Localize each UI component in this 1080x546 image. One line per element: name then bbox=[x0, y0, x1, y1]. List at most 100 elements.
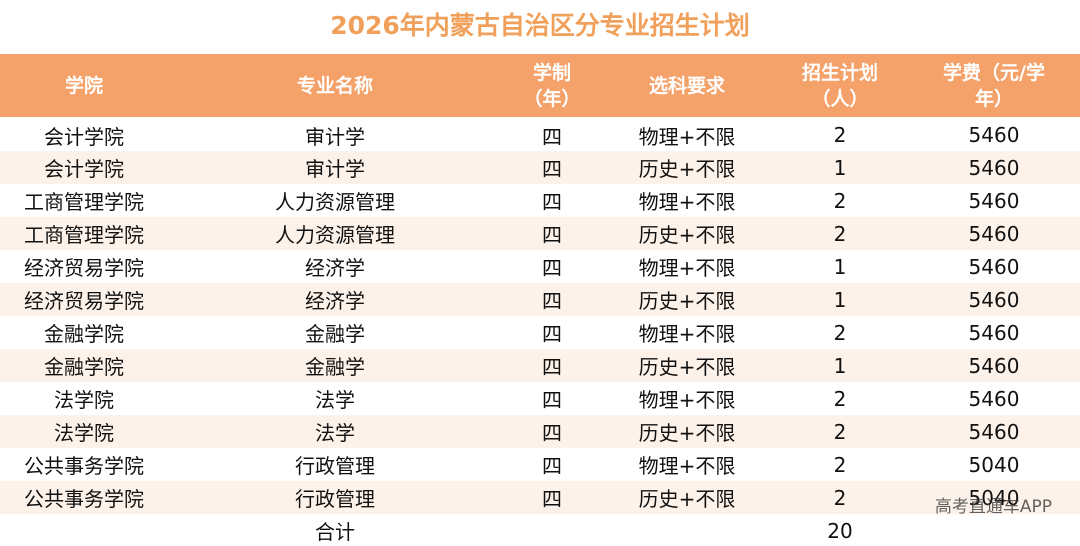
cell-subject-requirement: 物理+不限 bbox=[602, 448, 772, 481]
cell-tuition: 5460 bbox=[908, 217, 1080, 250]
cell-tuition: 5460 bbox=[908, 151, 1080, 184]
cell-major: 经济学 bbox=[168, 250, 502, 283]
cell-subject-requirement: 历史+不限 bbox=[602, 283, 772, 316]
cell-tuition: 5460 bbox=[908, 250, 1080, 283]
cell-major: 人力资源管理 bbox=[168, 184, 502, 217]
cell-enrollment: 2 bbox=[772, 382, 908, 415]
cell-college: 金融学院 bbox=[0, 316, 168, 349]
cell-college: 公共事务学院 bbox=[0, 481, 168, 514]
table-row: 工商管理学院 人力资源管理四物理+不限 2 5460 bbox=[0, 184, 1080, 217]
cell-subject-requirement: 物理+不限 bbox=[602, 250, 772, 283]
total-label: 合计 bbox=[168, 514, 502, 546]
cell-college: 会计学院 bbox=[0, 118, 168, 151]
table-row: 公共事务学院 行政管理四历史+不限 2 5040 bbox=[0, 481, 1080, 514]
table-row: 法学院 法学四物理+不限 2 5460 bbox=[0, 382, 1080, 415]
cell-subject-requirement: 历史+不限 bbox=[602, 151, 772, 184]
table-row: 会计学院 审计学四物理+不限 2 5460 bbox=[0, 118, 1080, 151]
cell-subject-requirement: 物理+不限 bbox=[602, 118, 772, 151]
cell-enrollment: 2 bbox=[772, 118, 908, 151]
total-empty-cell bbox=[0, 514, 168, 546]
header-subject-requirement: 选科要求 bbox=[602, 54, 772, 119]
cell-years: 四 bbox=[502, 217, 602, 250]
cell-enrollment: 2 bbox=[772, 415, 908, 448]
cell-subject-requirement: 物理+不限 bbox=[602, 316, 772, 349]
cell-college: 工商管理学院 bbox=[0, 184, 168, 217]
cell-years: 四 bbox=[502, 448, 602, 481]
cell-college: 经济贸易学院 bbox=[0, 250, 168, 283]
cell-major: 金融学 bbox=[168, 316, 502, 349]
cell-enrollment: 2 bbox=[772, 184, 908, 217]
cell-enrollment: 2 bbox=[772, 481, 908, 514]
header-college: 学院 bbox=[0, 54, 168, 119]
cell-enrollment: 1 bbox=[772, 349, 908, 382]
cell-major: 审计学 bbox=[168, 151, 502, 184]
cell-tuition: 5040 bbox=[908, 481, 1080, 514]
table-row: 工商管理学院 人力资源管理四历史+不限 2 5460 bbox=[0, 217, 1080, 250]
cell-college: 公共事务学院 bbox=[0, 448, 168, 481]
cell-major: 人力资源管理 bbox=[168, 217, 502, 250]
table-row: 法学院 法学四历史+不限 2 5460 bbox=[0, 415, 1080, 448]
cell-college: 经济贸易学院 bbox=[0, 283, 168, 316]
table-row: 会计学院 审计学四历史+不限 1 5460 bbox=[0, 151, 1080, 184]
cell-subject-requirement: 物理+不限 bbox=[602, 382, 772, 415]
cell-major: 法学 bbox=[168, 382, 502, 415]
total-row: 合计 20 bbox=[0, 514, 1080, 546]
total-value: 20 bbox=[772, 514, 908, 546]
cell-college: 法学院 bbox=[0, 382, 168, 415]
cell-enrollment: 2 bbox=[772, 316, 908, 349]
cell-years: 四 bbox=[502, 250, 602, 283]
cell-tuition: 5460 bbox=[908, 349, 1080, 382]
cell-enrollment: 2 bbox=[772, 448, 908, 481]
cell-major: 法学 bbox=[168, 415, 502, 448]
cell-subject-requirement: 历史+不限 bbox=[602, 217, 772, 250]
cell-enrollment: 1 bbox=[772, 283, 908, 316]
cell-major: 经济学 bbox=[168, 283, 502, 316]
cell-enrollment: 1 bbox=[772, 151, 908, 184]
header-major: 专业名称 bbox=[168, 54, 502, 119]
page-title: 2026年内蒙古自治区分专业招生计划 bbox=[330, 11, 750, 40]
cell-major: 行政管理 bbox=[168, 481, 502, 514]
cell-years: 四 bbox=[502, 349, 602, 382]
cell-major: 金融学 bbox=[168, 349, 502, 382]
watermark: 高考直通车APP bbox=[934, 497, 1052, 517]
table-header-row: 学院 专业名称 学制 （年） 选科要求 招生计划 （人） 学费（元/学 年） bbox=[0, 54, 1080, 119]
cell-subject-requirement: 物理+不限 bbox=[602, 184, 772, 217]
cell-years: 四 bbox=[502, 283, 602, 316]
cell-years: 四 bbox=[502, 184, 602, 217]
cell-subject-requirement: 历史+不限 bbox=[602, 349, 772, 382]
total-empty-cell bbox=[602, 514, 772, 546]
total-empty-cell bbox=[908, 514, 1080, 546]
cell-tuition: 5040 bbox=[908, 448, 1080, 481]
cell-years: 四 bbox=[502, 382, 602, 415]
cell-tuition: 5460 bbox=[908, 415, 1080, 448]
table-row: 经济贸易学院 经济学四物理+不限 1 5460 bbox=[0, 250, 1080, 283]
cell-college: 工商管理学院 bbox=[0, 217, 168, 250]
cell-tuition: 5460 bbox=[908, 184, 1080, 217]
cell-years: 四 bbox=[502, 316, 602, 349]
cell-tuition: 5460 bbox=[908, 118, 1080, 151]
table-row: 经济贸易学院 经济学四历史+不限 1 5460 bbox=[0, 283, 1080, 316]
cell-subject-requirement: 历史+不限 bbox=[602, 415, 772, 448]
header-enrollment-plan: 招生计划 （人） bbox=[772, 54, 908, 119]
cell-years: 四 bbox=[502, 481, 602, 514]
table-row: 公共事务学院 行政管理四物理+不限 2 5040 bbox=[0, 448, 1080, 481]
cell-enrollment: 2 bbox=[772, 217, 908, 250]
table-row: 金融学院 金融学四历史+不限 1 5460 bbox=[0, 349, 1080, 382]
table-row: 金融学院 金融学四物理+不限 2 5460 bbox=[0, 316, 1080, 349]
cell-tuition: 5460 bbox=[908, 316, 1080, 349]
cell-enrollment: 1 bbox=[772, 250, 908, 283]
cell-years: 四 bbox=[502, 151, 602, 184]
cell-college: 会计学院 bbox=[0, 151, 168, 184]
cell-college: 法学院 bbox=[0, 415, 168, 448]
cell-tuition: 5460 bbox=[908, 283, 1080, 316]
cell-college: 金融学院 bbox=[0, 349, 168, 382]
cell-subject-requirement: 历史+不限 bbox=[602, 481, 772, 514]
cell-years: 四 bbox=[502, 415, 602, 448]
header-tuition: 学费（元/学 年） bbox=[908, 54, 1080, 119]
enrollment-table: 学院 专业名称 学制 （年） 选科要求 招生计划 （人） 学费（元/学 年） 会… bbox=[0, 54, 1080, 546]
cell-tuition: 5460 bbox=[908, 382, 1080, 415]
table-body: 会计学院 审计学四物理+不限 2 5460 会计学院 审计学四历史+不限 1 5460 工商管理… bbox=[0, 118, 1080, 546]
cell-years: 四 bbox=[502, 118, 602, 151]
total-empty-cell bbox=[502, 514, 602, 546]
